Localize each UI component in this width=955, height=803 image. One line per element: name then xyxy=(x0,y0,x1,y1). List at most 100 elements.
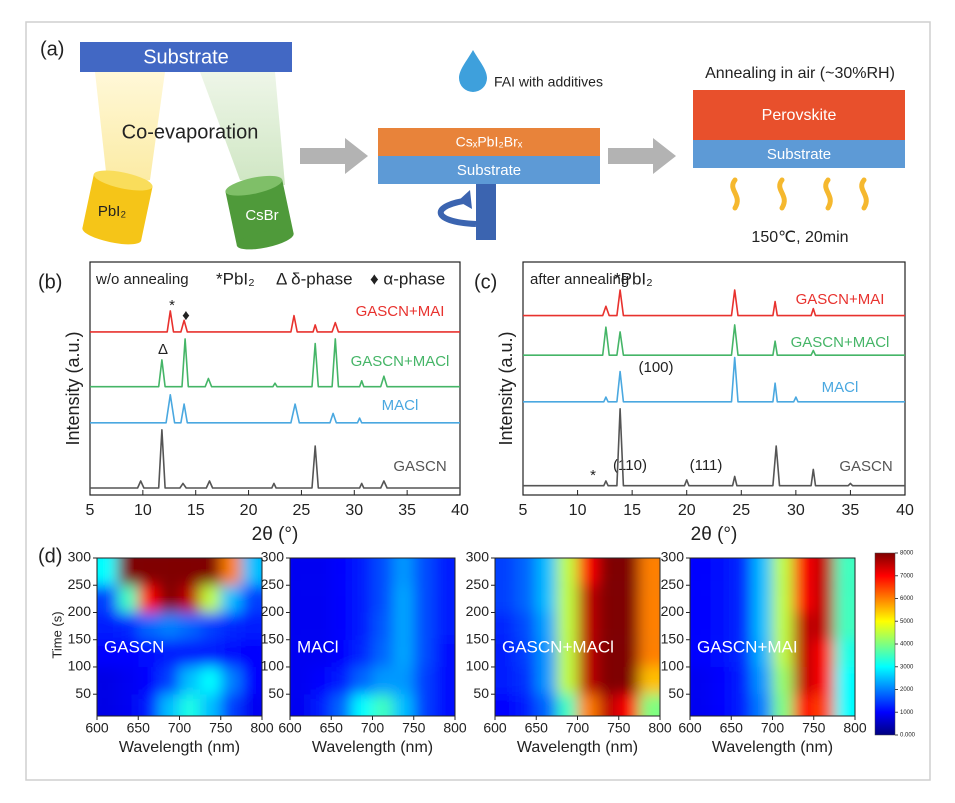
heat-cell xyxy=(834,558,855,586)
heat-cell xyxy=(751,612,773,640)
y-tick-label: 50 xyxy=(668,685,684,701)
heat-cell xyxy=(577,612,599,640)
x-axis-title: Wavelength (nm) xyxy=(517,739,638,756)
heat-cell xyxy=(639,666,660,695)
x-tick-label: 25 xyxy=(732,502,750,519)
series-label: MACl xyxy=(822,379,859,396)
heat-cell xyxy=(200,612,221,640)
y-tick-label: 150 xyxy=(261,630,285,646)
schematic xyxy=(80,42,905,250)
heat-cell xyxy=(351,694,373,716)
heat-cell xyxy=(158,639,180,667)
heat-cell xyxy=(690,639,711,667)
heat-cell xyxy=(290,694,311,716)
heat-cell xyxy=(331,612,352,640)
heat-cell xyxy=(639,612,660,640)
heat-cell xyxy=(158,558,180,586)
annotation: (100) xyxy=(638,359,673,376)
heat-cell xyxy=(556,585,578,613)
heat-cell xyxy=(241,666,262,695)
x-tick-label: 700 xyxy=(761,720,785,736)
heat-cell xyxy=(793,694,814,716)
heat-cell xyxy=(220,585,242,613)
heat-cell xyxy=(515,639,537,667)
heat-cell xyxy=(241,558,262,586)
series-label: MACl xyxy=(382,397,419,414)
y-tick-label: 150 xyxy=(661,630,685,646)
heat-cell xyxy=(158,585,180,613)
heat-cell xyxy=(97,585,118,613)
heat-cell xyxy=(556,639,578,667)
heat-cell xyxy=(200,639,221,667)
panel-label: (a) xyxy=(40,38,64,60)
series-label: GASCN xyxy=(393,458,446,475)
heat-cell xyxy=(577,694,599,716)
heat-cell xyxy=(515,558,537,586)
annotation: * xyxy=(590,467,596,484)
series-label: GASCN+MACl xyxy=(351,353,450,370)
heat-cell xyxy=(393,558,414,586)
series-line xyxy=(90,394,460,424)
heat-cell xyxy=(731,639,752,667)
heat-cell xyxy=(393,585,414,613)
heat-cell xyxy=(639,558,660,586)
rotation-arrow xyxy=(437,197,477,227)
heatmap xyxy=(690,558,855,716)
map-label: GASCN xyxy=(104,637,164,656)
heat-cell xyxy=(515,612,537,640)
label: Co-evaporation xyxy=(122,121,259,143)
series-line xyxy=(523,408,905,487)
heat-cell xyxy=(434,694,455,716)
heat-cell xyxy=(413,639,435,667)
x-tick-label: 750 xyxy=(209,720,233,736)
heat-cell xyxy=(495,558,516,586)
heat-cell xyxy=(556,666,578,695)
heat-cell xyxy=(751,558,773,586)
heat-cell xyxy=(731,666,752,695)
heat-cell xyxy=(793,558,814,586)
heat-cell xyxy=(158,666,180,695)
label: Perovskite xyxy=(762,107,837,124)
heat-cell xyxy=(97,639,118,667)
x-tick-label: 600 xyxy=(678,720,702,736)
heat-cell xyxy=(834,612,855,640)
heat-cell xyxy=(351,585,373,613)
x-tick-label: 10 xyxy=(134,502,152,519)
heat-cell xyxy=(372,666,394,695)
colorbar-label: 4000 xyxy=(900,642,914,648)
heat-cell xyxy=(495,666,516,695)
label: FAI with additives xyxy=(494,74,603,90)
legend-note: *PbI₂ xyxy=(614,269,653,288)
heat-cell xyxy=(639,585,660,613)
heat-cell xyxy=(598,558,619,586)
panel-label: (c) xyxy=(474,271,497,293)
x-tick-label: 800 xyxy=(843,720,867,736)
heat-cell xyxy=(138,558,159,586)
heat-cell xyxy=(710,694,732,716)
heat-cell xyxy=(751,639,773,667)
heat-cell xyxy=(138,639,159,667)
x-tick-label: 650 xyxy=(720,720,744,736)
heat-cell xyxy=(690,558,711,586)
substrate-layer xyxy=(378,156,600,184)
heat-cell xyxy=(241,639,262,667)
heat-cell xyxy=(731,558,752,586)
heat-cell xyxy=(536,558,557,586)
heat-cell xyxy=(179,639,201,667)
heat-cell xyxy=(690,612,711,640)
heat-cell xyxy=(793,666,814,695)
x-tick-label: 30 xyxy=(345,502,363,519)
heat-cell xyxy=(413,585,435,613)
series-line xyxy=(90,338,460,388)
heat-cell xyxy=(536,666,557,695)
heat-cell xyxy=(834,666,855,695)
heat-cell xyxy=(179,666,201,695)
y-tick-label: 100 xyxy=(661,658,685,674)
series-line xyxy=(90,429,460,489)
heat-cell xyxy=(393,612,414,640)
heatmap xyxy=(290,558,455,716)
y-tick-label: 100 xyxy=(68,658,92,674)
heat-cell xyxy=(179,558,201,586)
heat-cell xyxy=(220,639,242,667)
